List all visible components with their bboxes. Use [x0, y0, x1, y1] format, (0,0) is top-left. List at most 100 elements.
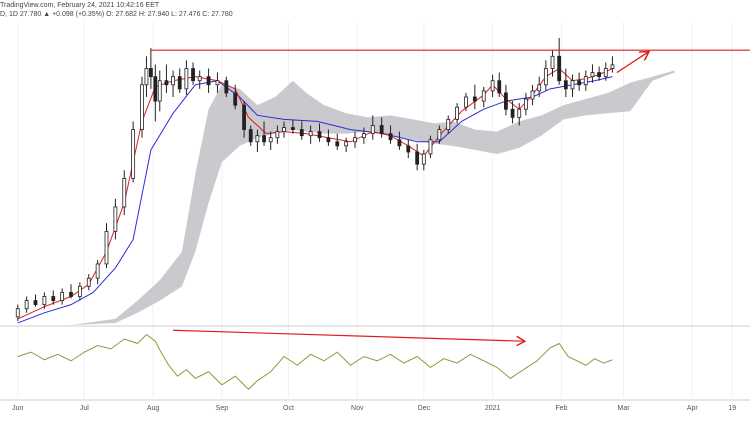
- candle-body: [51, 296, 56, 301]
- candle: [504, 84, 508, 116]
- candle: [370, 115, 375, 140]
- x-tick-label: 19: [728, 405, 736, 412]
- candle-body: [215, 80, 220, 86]
- candle: [262, 121, 266, 146]
- candle-body: [523, 98, 528, 110]
- candle-body: [224, 80, 229, 94]
- candle-body: [464, 96, 468, 108]
- candle-body: [290, 127, 295, 130]
- ichimoku-cloud: [71, 70, 675, 326]
- candle-body: [437, 129, 442, 141]
- x-tick-label: Jul: [80, 405, 89, 412]
- candle: [550, 50, 555, 77]
- candle: [379, 117, 384, 138]
- candle: [164, 64, 169, 93]
- candle: [224, 76, 229, 97]
- candle: [140, 76, 144, 138]
- candle: [362, 127, 366, 144]
- candle-body: [421, 153, 426, 165]
- x-tick-label: Dec: [418, 405, 431, 412]
- candle-body: [140, 84, 144, 130]
- candle: [104, 223, 109, 268]
- candle: [69, 284, 73, 299]
- candle-body: [455, 106, 460, 120]
- candle: [517, 103, 522, 126]
- candle-body: [308, 131, 313, 137]
- header-ohlc-line: D, 1D 27.780 ▲ +0.098 (+0.35%) O: 27.682…: [0, 11, 233, 18]
- candle: [557, 37, 562, 85]
- candle: [388, 125, 393, 144]
- candle-body: [370, 125, 375, 135]
- candle: [33, 294, 38, 307]
- candle-body: [197, 76, 202, 82]
- candle: [472, 84, 477, 110]
- candle-body: [184, 68, 189, 90]
- candle: [206, 68, 211, 93]
- candle: [282, 121, 286, 138]
- candle: [570, 74, 575, 97]
- candle-body: [113, 206, 118, 232]
- candle-body: [446, 118, 451, 130]
- x-tick-label: Apr: [687, 405, 699, 412]
- candle-body: [388, 133, 393, 141]
- oscillator-line: [17, 333, 613, 390]
- candle: [428, 135, 433, 159]
- candle: [95, 259, 100, 285]
- chart-header: TradingView.com, February 24, 2021 10:42…: [0, 0, 750, 22]
- candles: [15, 37, 615, 321]
- candle-body: [490, 80, 495, 92]
- candle-body: [171, 76, 175, 86]
- candle: [610, 56, 615, 73]
- candle-body: [233, 92, 238, 106]
- candle-body: [344, 141, 349, 147]
- candle: [415, 143, 420, 171]
- candle-body: [33, 300, 38, 306]
- candle-body: [15, 308, 20, 318]
- candle: [184, 60, 189, 95]
- candle: [77, 282, 82, 301]
- x-tick-label: Feb: [555, 405, 567, 412]
- x-tick-label: Oct: [283, 405, 294, 412]
- annotations: [150, 49, 750, 74]
- candle-body: [122, 178, 127, 208]
- candle: [24, 296, 29, 313]
- candle-body: [603, 68, 608, 78]
- candle: [113, 198, 118, 240]
- candle: [15, 304, 20, 321]
- candle-body: [557, 55, 562, 82]
- time-axis: Jun Jul Aug Sep Oct Nov Dec 2021 Feb Mar Apr 19: [12, 405, 736, 412]
- candle-body: [510, 108, 515, 118]
- candle-body: [86, 277, 91, 287]
- candle: [406, 139, 411, 159]
- candle: [590, 64, 595, 83]
- candle: [308, 125, 313, 144]
- candle: [603, 62, 608, 81]
- candle-body: [60, 292, 65, 301]
- candle-body: [570, 80, 575, 90]
- grid: [0, 22, 750, 401]
- candle-body: [275, 131, 280, 139]
- candle-body: [24, 300, 29, 310]
- breakout-arrow: [616, 52, 648, 74]
- candle: [583, 70, 588, 91]
- candle-body: [191, 68, 195, 82]
- candle: [275, 125, 280, 144]
- candle: [446, 115, 451, 134]
- candle-body: [597, 72, 602, 78]
- candle: [563, 68, 568, 97]
- cloud-area: [71, 70, 675, 326]
- candle-body: [415, 151, 420, 165]
- candle-body: [177, 76, 182, 90]
- candle: [437, 125, 442, 144]
- candle-body: [397, 139, 402, 147]
- candle-body: [148, 68, 153, 78]
- candle: [268, 131, 273, 150]
- candle-body: [504, 92, 508, 110]
- candle-body: [530, 90, 535, 100]
- tenkan-line: [17, 67, 613, 320]
- kijun-line: [17, 76, 613, 324]
- candle-body: [42, 296, 47, 306]
- candle: [177, 68, 182, 93]
- header-source-line: TradingView.com, February 24, 2021 10:42…: [0, 2, 160, 9]
